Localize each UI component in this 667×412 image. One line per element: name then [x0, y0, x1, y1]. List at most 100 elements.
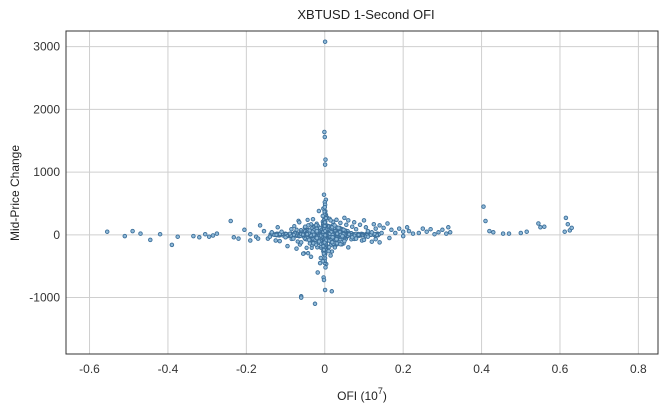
data-point [169, 242, 175, 248]
data-point [369, 239, 375, 244]
data-point [236, 236, 241, 241]
data-point [322, 129, 327, 135]
data-point [369, 230, 375, 235]
x-axis-label: OFI (107) [337, 386, 387, 403]
data-point [518, 230, 524, 236]
data-point [275, 225, 280, 230]
x-tick-label: 0.2 [395, 362, 412, 376]
data-point [322, 39, 328, 44]
data-point [328, 253, 333, 258]
data-point [310, 216, 316, 222]
x-tick-label: -0.6 [79, 362, 100, 376]
data-point [320, 213, 326, 219]
x-tick-label: 0.8 [630, 362, 647, 376]
data-point [318, 255, 324, 261]
data-point [396, 226, 402, 231]
data-point [312, 301, 318, 307]
data-point [334, 236, 339, 242]
cluster-point [291, 232, 296, 237]
cluster-point [294, 227, 299, 232]
data-point [389, 227, 394, 233]
data-point [322, 134, 328, 140]
data-point [353, 226, 359, 232]
data-point [483, 218, 488, 224]
data-point [148, 237, 153, 243]
cluster-point [305, 217, 310, 223]
cluster-point [314, 222, 319, 228]
data-point [291, 236, 296, 241]
x-axis-label-close: ) [383, 389, 387, 403]
data-point [424, 229, 429, 234]
data-point [377, 240, 382, 245]
data-point [104, 229, 110, 234]
data-point [346, 245, 351, 250]
data-point [351, 220, 357, 225]
data-point [563, 215, 569, 221]
data-point [314, 228, 320, 234]
data-point [381, 225, 386, 231]
data-point [197, 235, 202, 240]
data-point [410, 231, 416, 236]
data-point [130, 228, 135, 234]
data-point [300, 251, 306, 256]
data-point [255, 236, 261, 241]
cluster-point [330, 240, 335, 245]
cluster-point [322, 209, 327, 214]
data-point [231, 235, 237, 240]
data-point [329, 289, 335, 294]
y-tick-labels: -1000 0 1000 2000 3000 [29, 40, 60, 305]
cluster-point [335, 231, 340, 236]
cluster-point [305, 232, 310, 237]
cluster-point [307, 241, 312, 246]
data-point [565, 221, 571, 227]
x-axis-label-exponent: 7 [378, 386, 383, 396]
data-point [322, 162, 328, 167]
data-point [122, 233, 128, 239]
cluster-point [274, 232, 279, 237]
cluster-point [323, 216, 329, 221]
cluster-point [300, 232, 306, 237]
x-tick-label: 0.6 [552, 362, 569, 376]
cluster-point [322, 223, 327, 229]
data-point [273, 238, 278, 243]
data-point [316, 208, 322, 214]
data-point [285, 243, 290, 249]
data-point [157, 231, 163, 237]
data-point [321, 192, 327, 197]
y-tick-label: 0 [53, 228, 60, 242]
data-point [365, 234, 371, 239]
data-point [371, 221, 377, 227]
data-point [210, 233, 216, 238]
data-point [322, 204, 328, 210]
y-tick-label: 1000 [33, 165, 60, 179]
cluster-point [311, 241, 316, 246]
x-tick-label: 0 [321, 362, 328, 376]
data-point [294, 246, 299, 251]
data-point [138, 231, 143, 236]
data-point [267, 234, 273, 239]
data-point [248, 238, 253, 243]
data-point [321, 277, 327, 283]
data-point [349, 235, 355, 240]
data-point [269, 230, 275, 235]
cluster-point [346, 232, 352, 237]
points-layer [104, 39, 574, 307]
data-point [297, 220, 302, 225]
data-point [257, 223, 263, 228]
data-point [400, 229, 406, 234]
y-tick-label: 2000 [33, 102, 60, 116]
data-point [330, 235, 335, 240]
data-point [357, 222, 363, 228]
data-point [506, 231, 512, 236]
data-point [536, 221, 541, 226]
x-tick-label: -0.4 [158, 362, 179, 376]
data-point [562, 229, 567, 234]
plot-frame [65, 30, 659, 355]
cluster-point [321, 251, 326, 256]
cluster-point [304, 245, 309, 250]
data-point [542, 224, 547, 229]
data-point [326, 248, 331, 254]
cluster-point [322, 240, 327, 245]
data-point [342, 215, 347, 221]
